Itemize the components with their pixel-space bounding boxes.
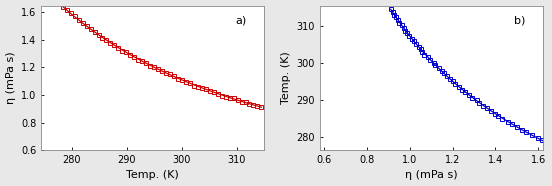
Y-axis label: Temp. (K): Temp. (K) — [281, 51, 291, 104]
X-axis label: η (mPa s): η (mPa s) — [405, 170, 458, 180]
X-axis label: Temp. (K): Temp. (K) — [126, 170, 179, 180]
Text: a): a) — [235, 16, 246, 26]
Text: b): b) — [513, 16, 525, 26]
Y-axis label: η (mPa s): η (mPa s) — [6, 52, 15, 104]
